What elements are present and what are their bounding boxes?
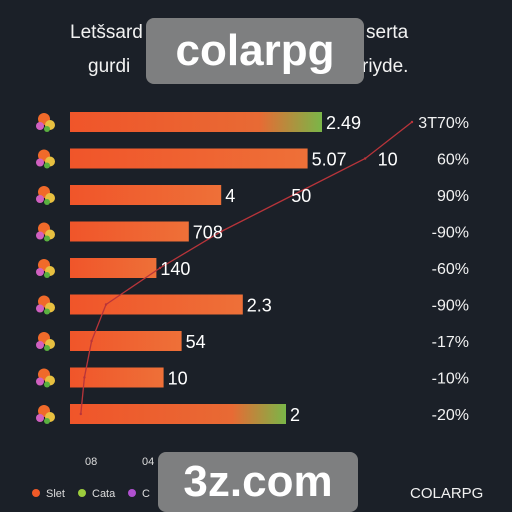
trend-point xyxy=(364,157,367,160)
icon-petal xyxy=(36,304,44,313)
brand-label: COLARPG xyxy=(410,485,483,502)
line-series-group xyxy=(79,120,414,416)
legend: Slet Cata C xyxy=(32,488,150,500)
bar-value-label: 54 xyxy=(186,332,206,352)
trend-point xyxy=(83,376,86,379)
bar xyxy=(70,331,182,351)
secondary-value-label: 10 xyxy=(378,150,398,170)
icon-petal xyxy=(36,414,44,422)
trend-point xyxy=(292,193,295,197)
bar-value-label: 2 xyxy=(290,405,300,425)
right-labels-group: 3T70% 60% 90% -90% -60% -90% -17% -10% -20% xyxy=(418,115,469,424)
icon-leaf xyxy=(44,162,50,169)
right-percent-label: 60% xyxy=(437,152,469,169)
icon-petal xyxy=(36,122,44,130)
icon-petal xyxy=(36,158,44,167)
flower-icon xyxy=(36,368,55,388)
flower-icon xyxy=(36,295,55,315)
bar xyxy=(70,185,222,205)
x-tick-label: 04 xyxy=(142,456,154,468)
icon-leaf xyxy=(44,235,50,242)
icon-leaf xyxy=(44,418,50,424)
flower-icon xyxy=(36,149,55,169)
flower-icon xyxy=(36,222,55,242)
flower-icon xyxy=(36,113,55,132)
bar-value-label: 5.07 xyxy=(312,150,347,170)
bar xyxy=(70,367,164,388)
trend-point xyxy=(220,230,223,233)
bars-group xyxy=(70,112,322,424)
title-line-3: gurdi xyxy=(88,56,130,77)
right-percent-label: 90% xyxy=(437,188,469,205)
icon-leaf xyxy=(44,345,50,351)
title-line-2: serta xyxy=(366,22,409,43)
icon-petal xyxy=(36,377,44,386)
x-tick-label: 08 xyxy=(85,456,97,468)
trend-point xyxy=(79,412,83,416)
icon-petal xyxy=(36,268,44,276)
watermark-top: colarpg xyxy=(146,18,364,84)
bar xyxy=(70,148,308,169)
icon-leaf xyxy=(44,381,50,388)
legend-swatch xyxy=(128,489,136,497)
trend-point xyxy=(90,339,93,343)
legend-label: C xyxy=(142,488,150,500)
flower-icon xyxy=(36,332,55,351)
bar-value-label: 10 xyxy=(168,369,188,389)
icon-leaf xyxy=(44,308,50,315)
legend-label: Cata xyxy=(92,488,116,500)
bar xyxy=(70,258,157,278)
legend-swatch xyxy=(78,489,86,497)
bar xyxy=(70,404,286,424)
trend-point xyxy=(410,120,414,124)
flower-icon xyxy=(36,259,55,278)
right-percent-label: -10% xyxy=(432,371,469,388)
title-line-4: riyde. xyxy=(362,56,408,77)
chart-title: Letšsard serta gurdi riyde. xyxy=(70,22,409,77)
right-percent-label: -90% xyxy=(432,298,469,315)
row-icons xyxy=(36,113,55,424)
right-percent-label: -17% xyxy=(432,334,469,351)
bar xyxy=(70,294,243,315)
bar-value-label: 140 xyxy=(160,259,190,279)
title-line-1: Letšsard xyxy=(70,22,143,43)
right-percent-label: -60% xyxy=(432,261,469,278)
icon-leaf xyxy=(44,126,50,132)
legend-swatch xyxy=(32,489,40,497)
legend-label: Slet xyxy=(46,488,65,500)
bar-value-label: 4 xyxy=(225,186,235,206)
bar-value-label: 708 xyxy=(193,223,223,243)
icon-leaf xyxy=(44,199,50,205)
bar-value-label: 2.3 xyxy=(247,296,272,316)
right-percent-label: -20% xyxy=(432,407,469,424)
icon-leaf xyxy=(44,272,50,278)
watermark-bottom: 3z.com xyxy=(158,452,358,512)
icon-petal xyxy=(36,231,44,240)
trend-point xyxy=(158,266,162,270)
bar-value-label: 2.49 xyxy=(326,113,361,133)
secondary-value-label: 50 xyxy=(291,186,311,206)
icon-petal xyxy=(36,341,44,349)
icon-petal xyxy=(36,195,44,203)
trend-point xyxy=(104,303,108,306)
right-percent-label: -90% xyxy=(432,225,469,242)
bar xyxy=(70,221,189,242)
x-axis: 08 04 xyxy=(85,456,154,468)
bar xyxy=(70,112,322,132)
flower-icon xyxy=(36,186,55,205)
right-percent-label: 3T70% xyxy=(418,115,469,132)
flower-icon xyxy=(36,405,55,424)
